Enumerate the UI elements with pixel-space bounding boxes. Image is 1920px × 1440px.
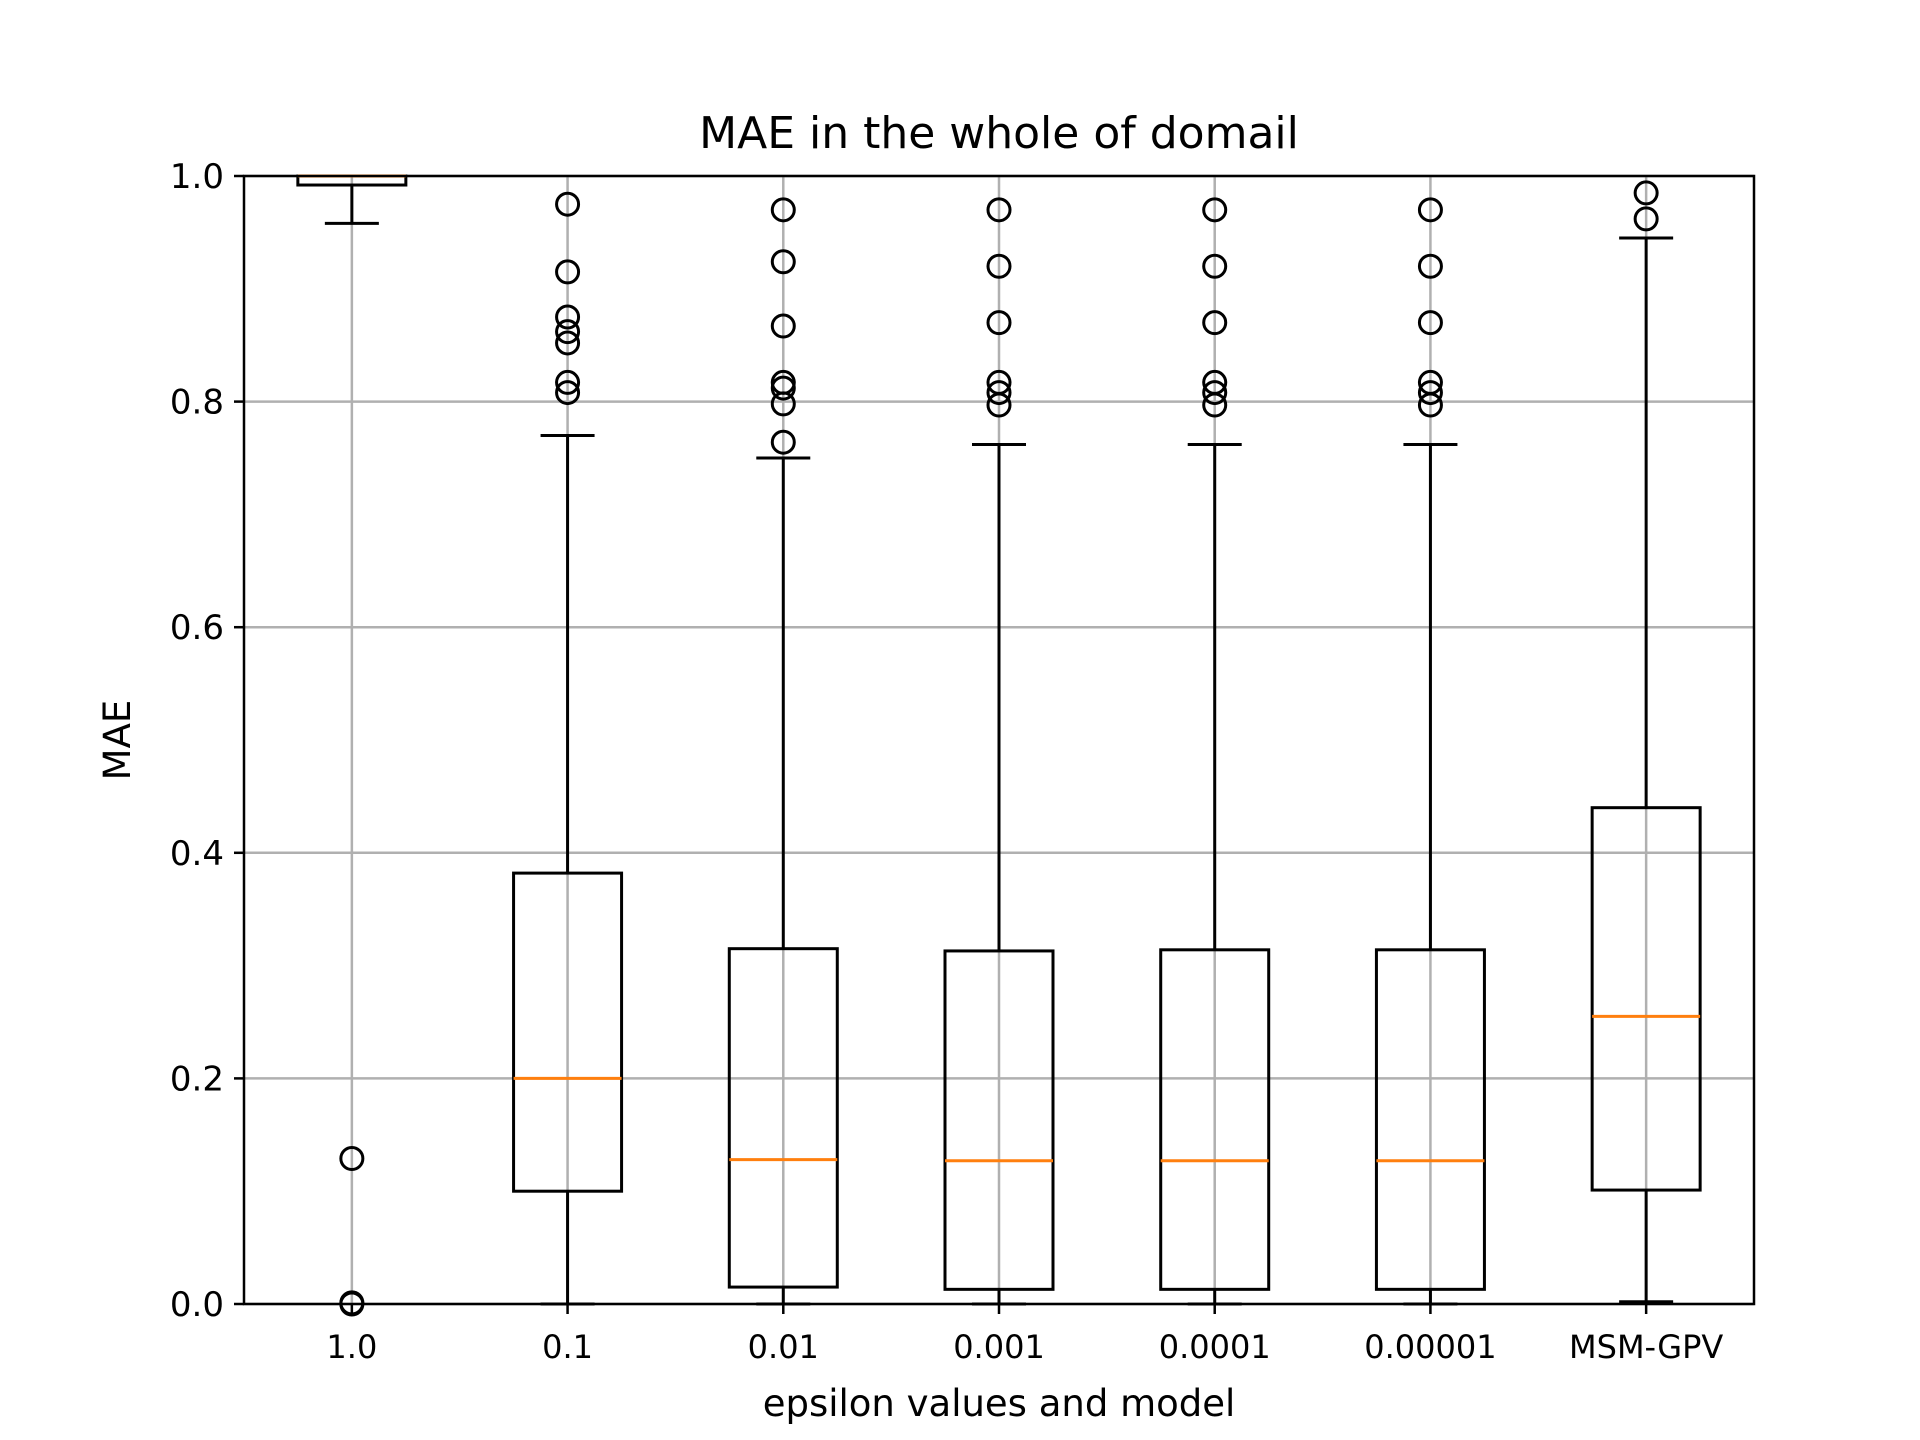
x-tick-label: 0.01 [748,1328,819,1366]
tick-layer: 0.0 0.2 0.4 0.6 0.8 1.0 1.0 0.1 0.01 0.001 0.0001 0… [170,157,1723,1366]
box-group [1374,197,1486,1306]
outlier-point [555,319,581,345]
outlier-point [986,197,1012,223]
chart-title: MAE in the whole of domail [699,108,1299,159]
outlier-point [770,375,796,401]
iqr-box [727,947,839,1289]
y-tick-label: 0.4 [170,834,224,874]
box-group [1590,180,1702,1304]
outlier-point [1417,197,1443,223]
x-tick-label: 0.00001 [1364,1328,1496,1366]
y-tick-label: 0.2 [170,1059,224,1099]
outlier-point [1417,253,1443,279]
outlier-point [555,304,581,330]
y-axis-label: MAE [96,700,139,781]
x-tick-label: 1.0 [326,1328,377,1366]
iqr-box [1590,806,1702,1192]
outlier-point [770,429,796,455]
x-tick-label: 0.0001 [1159,1328,1271,1366]
x-axis-label: epsilon values and model [763,1382,1236,1425]
iqr-box [1374,948,1486,1291]
outlier-point [1202,380,1228,406]
outlier-point [555,369,581,395]
outlier-point [986,310,1012,336]
y-tick-label: 1.0 [170,157,224,197]
x-tick-label: 0.1 [542,1328,593,1366]
outlier-point [555,380,581,406]
outlier-point [1417,310,1443,336]
outlier-point [555,330,581,356]
outlier-point [1202,310,1228,336]
y-tick-label: 0.0 [170,1285,224,1325]
outlier-point [1417,392,1443,418]
iqr-box [512,871,624,1193]
outlier-point [1633,180,1659,206]
iqr-box [1159,948,1271,1291]
outlier-point [770,313,796,339]
outlier-point [1202,253,1228,279]
outlier-point [555,191,581,217]
outlier-point [1202,197,1228,223]
outlier-point [986,380,1012,406]
box-layer [296,174,1702,1317]
outlier-point [339,1145,365,1171]
outlier-point [986,253,1012,279]
outlier-point [770,249,796,275]
outlier-point [770,197,796,223]
y-tick-label: 0.6 [170,608,224,648]
outlier-point [770,391,796,417]
outlier-point [555,259,581,285]
iqr-box [943,949,1055,1291]
x-tick-label: 0.001 [953,1328,1045,1366]
y-tick-label: 0.8 [170,383,224,423]
outlier-point [1202,392,1228,418]
outlier-point [986,392,1012,418]
x-tick-label: MSM-GPV [1569,1328,1723,1366]
outlier-point [1633,206,1659,232]
outlier-point [1417,380,1443,406]
